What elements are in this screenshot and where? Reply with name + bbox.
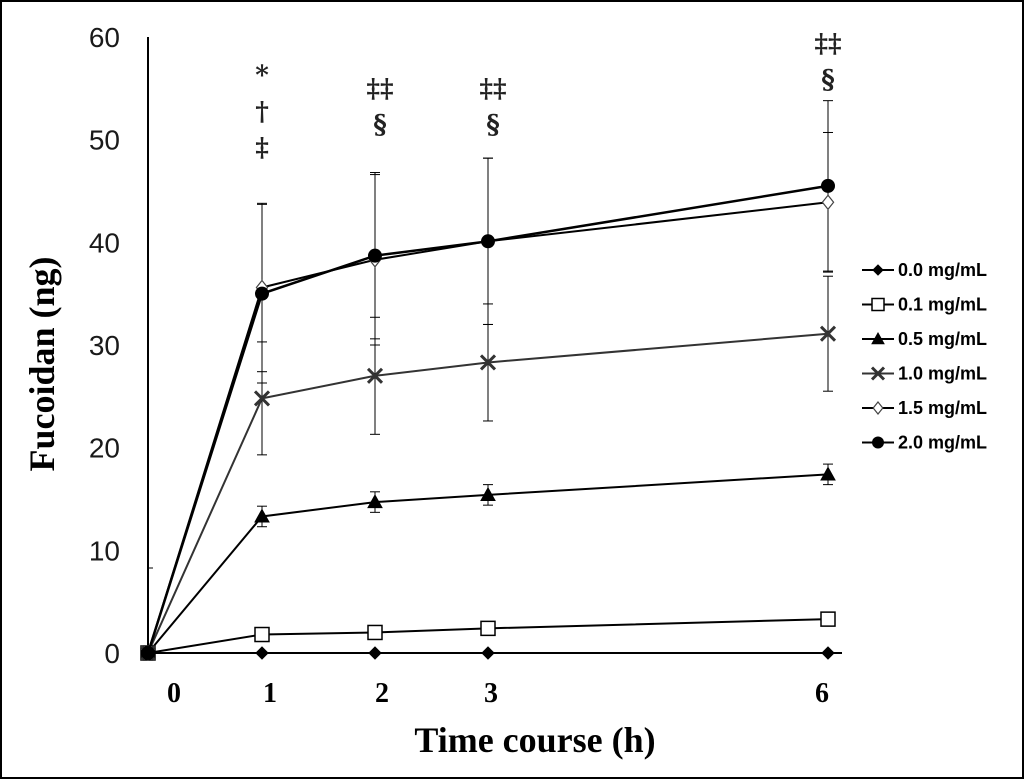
- legend: 0.0 mg/mL 0.1 mg/mL 0.5 mg/mL 1.0 mg/mL 1.5 …: [862, 260, 987, 453]
- y-tick-label: 30: [89, 330, 120, 361]
- y-axis-title: Fucoidan (ng): [22, 256, 62, 471]
- annotation-symbol: †: [255, 97, 269, 127]
- data-point: [819, 325, 837, 342]
- data-point: [253, 390, 271, 407]
- legend-marker: [872, 401, 884, 415]
- x-tick-label: 6: [815, 678, 829, 709]
- annotation-symbol: ‡‡: [366, 74, 393, 104]
- data-point: [821, 646, 835, 660]
- series-markers: [139, 178, 837, 662]
- x-tick-label: 3: [484, 678, 498, 709]
- annotation-symbol: §: [373, 110, 387, 140]
- marker-stroke: [253, 390, 271, 407]
- y-tick-label: 10: [89, 535, 120, 566]
- y-tick-label: 40: [89, 227, 120, 258]
- data-point: [254, 508, 270, 523]
- y-tick-label: 20: [89, 433, 120, 464]
- data-point: [368, 646, 382, 660]
- error-bars: [257, 100, 833, 528]
- data-point: [821, 194, 835, 211]
- significance-annotations: *†‡‡‡§‡‡§‡‡§: [255, 29, 841, 163]
- data-point: [254, 626, 270, 643]
- data-point: [820, 611, 836, 627]
- data-point: [481, 234, 495, 249]
- data-point: [821, 178, 835, 193]
- legend-label: 0.1 mg/mL: [898, 295, 987, 315]
- x-tick-label: 0: [167, 678, 181, 709]
- annotation-symbol: ‡‡: [479, 74, 506, 104]
- y-tick-label: 50: [89, 125, 120, 156]
- marker-stroke: [819, 325, 837, 342]
- y-tick-label: 0: [104, 638, 120, 669]
- data-point: [255, 286, 269, 301]
- data-point: [480, 620, 496, 637]
- legend-marker: [872, 436, 884, 449]
- x-axis-title: Time course (h): [414, 720, 655, 760]
- marker-stroke: [870, 366, 886, 381]
- annotation-symbol: ‡‡: [814, 29, 841, 59]
- legend-label: 0.0 mg/mL: [898, 260, 987, 280]
- marker-stroke: [479, 354, 497, 371]
- data-point: [255, 646, 269, 660]
- annotation-symbol: *: [255, 61, 269, 91]
- legend-marker: [870, 366, 886, 381]
- data-point: [820, 466, 836, 481]
- legend-label: 2.0 mg/mL: [898, 433, 987, 453]
- annotation-symbol: §: [821, 65, 835, 95]
- marker-stroke: [366, 367, 384, 384]
- axes: 0 10 20 30 40 50 60 0 1 2 3 6: [89, 22, 842, 709]
- data-point: [481, 646, 495, 660]
- data-point: [368, 248, 382, 263]
- legend-label: 0.5 mg/mL: [898, 329, 987, 349]
- annotation-symbol: §: [486, 110, 500, 140]
- data-point: [367, 494, 383, 509]
- legend-label: 1.5 mg/mL: [898, 398, 987, 418]
- annotation-symbol: ‡: [255, 133, 269, 163]
- x-tick-label: 2: [375, 678, 389, 709]
- x-tick-label: 1: [263, 678, 277, 709]
- data-point: [479, 354, 497, 371]
- data-point: [367, 624, 383, 641]
- data-point: [480, 486, 496, 501]
- data-point: [366, 367, 384, 384]
- legend-marker: [871, 331, 885, 345]
- y-tick-label: 60: [89, 22, 120, 53]
- legend-label: 1.0 mg/mL: [898, 364, 987, 384]
- data-point: [141, 646, 155, 660]
- legend-marker: [872, 264, 884, 276]
- legend-marker: [871, 297, 885, 312]
